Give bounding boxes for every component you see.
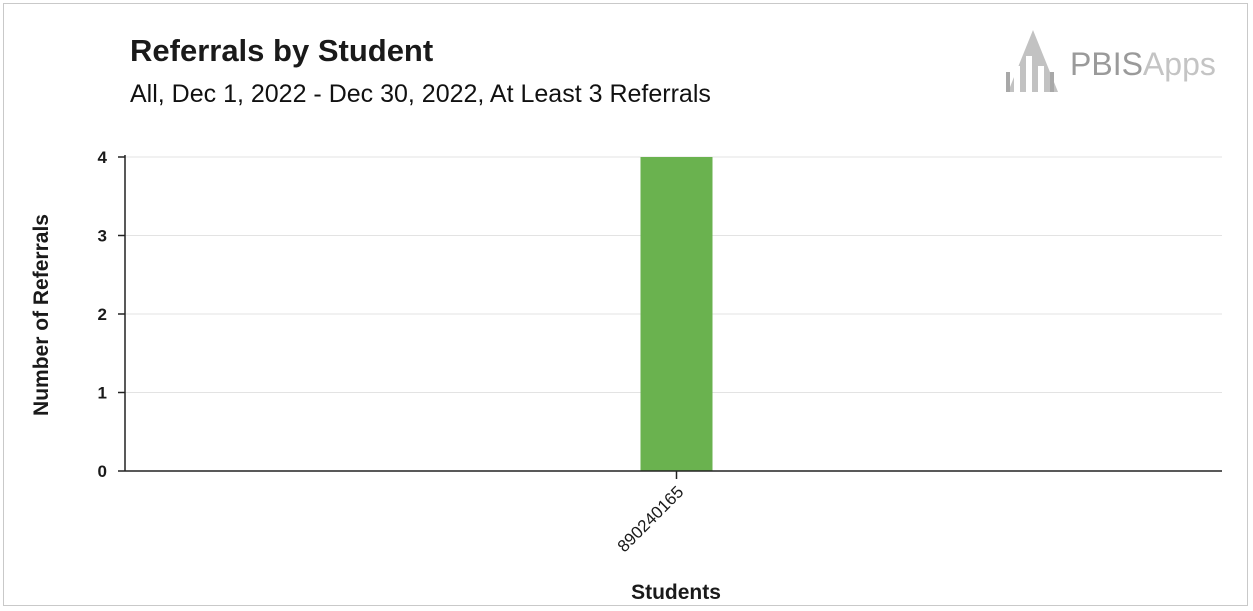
chart-title: Referrals by Student bbox=[130, 33, 434, 68]
bar bbox=[640, 157, 713, 471]
pbisapps-logo: PBISApps bbox=[998, 26, 1233, 96]
y-tick-label: 2 bbox=[98, 305, 107, 324]
y-ticks: 0 1 2 3 4 bbox=[98, 148, 125, 481]
x-tick-label: 890240165 bbox=[614, 482, 688, 556]
chart-frame bbox=[3, 3, 1248, 606]
logo-text-light: Apps bbox=[1142, 46, 1216, 82]
chart-subtitle: All, Dec 1, 2022 - Dec 30, 2022, At Leas… bbox=[130, 80, 711, 108]
y-axis-label: Number of Referrals bbox=[30, 214, 53, 416]
bars bbox=[640, 157, 713, 471]
logo-text-main: PBIS bbox=[1070, 46, 1143, 82]
x-axis-label: Students bbox=[631, 581, 721, 604]
pbisapps-logo-icon bbox=[1006, 30, 1058, 92]
y-tick-label: 4 bbox=[98, 148, 108, 167]
y-tick-label: 3 bbox=[98, 227, 107, 246]
pbisapps-logo-text: PBISApps bbox=[1070, 46, 1216, 83]
y-tick-label: 1 bbox=[98, 384, 107, 403]
x-ticks: 890240165 bbox=[614, 471, 688, 556]
y-tick-label: 0 bbox=[98, 462, 107, 481]
